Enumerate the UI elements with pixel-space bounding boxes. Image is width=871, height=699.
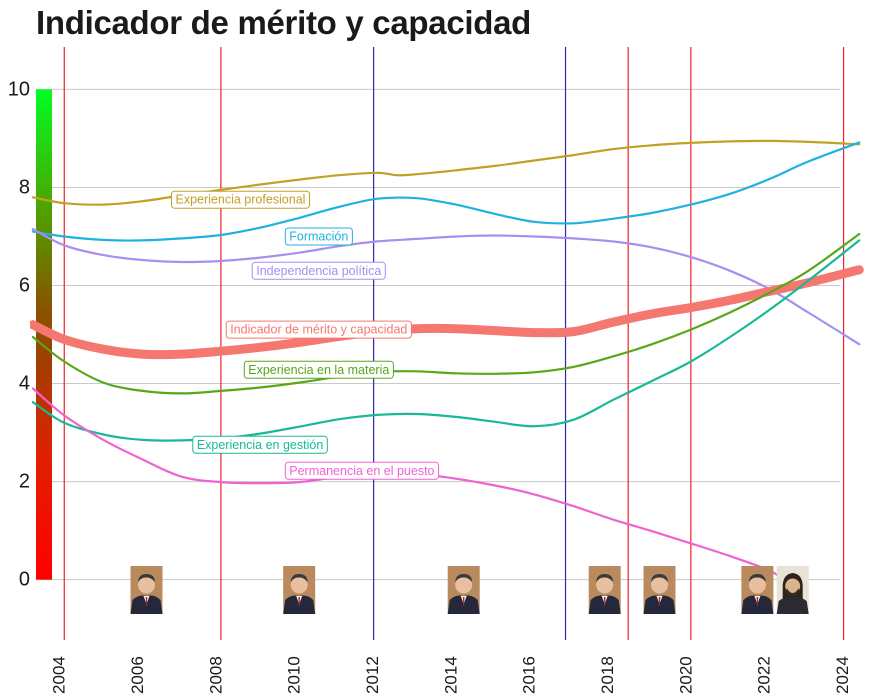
x-tick-label: 2018 (598, 656, 617, 694)
x-tick-label: 2012 (363, 656, 382, 694)
portrait-suit-icon (643, 566, 676, 614)
x-tick-label: 2016 (520, 656, 539, 694)
series-line-independencia-politica (31, 228, 861, 346)
x-tick-label: 2020 (676, 656, 695, 694)
series-label-text: Indicador de mérito y capacidad (230, 323, 407, 337)
series-line-formacion (31, 141, 861, 242)
y-tick-label: 10 (8, 78, 30, 100)
series-label-permanencia-en-el-puesto: Permanencia en el puesto (284, 461, 440, 480)
portrait-suit-icon (588, 566, 621, 614)
y-tick-label: 2 (19, 471, 30, 493)
series-label-text: Experiencia en gestión (197, 438, 324, 452)
y-tick-label: 6 (19, 275, 30, 297)
series-label-independencia-politica: Independencia política (251, 261, 386, 280)
series-label-experiencia-en-gestion: Experiencia en gestión (192, 435, 328, 454)
series-label-experiencia-profesional: Experiencia profesional (171, 190, 310, 209)
x-axis-ticks: 2004 2006 2008 2010 2012 2014 2016 2018 2020 2022… (50, 656, 852, 694)
series-label-experiencia-en-la-materia: Experiencia en la materia (243, 360, 394, 379)
x-tick-label: 2008 (206, 656, 225, 694)
series-line-experiencia-en-gestion (31, 239, 861, 442)
chart-title: Indicador de mérito y capacidad (36, 4, 532, 41)
x-tick-label: 2014 (441, 656, 460, 694)
x-tick-label: 2010 (285, 656, 304, 694)
y-tick-label: 0 (19, 569, 30, 591)
y-tick-label: 8 (19, 176, 30, 198)
series-label-text: Formación (289, 229, 348, 243)
government-change-lines (63, 47, 845, 640)
series-labels: Experiencia profesional Formación Independ… (171, 190, 440, 480)
series-label-text: Experiencia en la materia (248, 363, 389, 377)
x-tick-label: 2004 (50, 656, 69, 694)
portraits (130, 566, 809, 614)
y-tick-label: 4 (19, 373, 30, 395)
series-line-indicador-de-merito-y-capacidad (30, 265, 864, 360)
series-line-permanencia-en-el-puesto (31, 387, 782, 580)
x-tick-label: 2022 (755, 656, 774, 694)
series-lines (30, 139, 864, 580)
series-label-formacion: Formación (284, 227, 353, 246)
portrait-suit-icon (741, 566, 774, 614)
x-tick-label: 2024 (833, 656, 852, 694)
series-line-experiencia-profesional (31, 139, 861, 206)
portrait-suit-icon (447, 566, 480, 614)
x-tick-label: 2006 (128, 656, 147, 694)
series-label-indicador-de-merito-y-capacidad: Indicador de mérito y capacidad (225, 320, 412, 339)
y-axis-ticks: 0 2 4 6 8 10 (8, 78, 30, 590)
portrait-suit-icon (130, 566, 163, 614)
portrait-longhair-icon (776, 566, 809, 614)
gridlines (36, 88, 840, 581)
series-line-experiencia-en-la-materia (31, 232, 861, 395)
series-label-text: Independencia política (256, 264, 381, 278)
portrait-suit-icon (283, 566, 316, 614)
series-label-text: Permanencia en el puesto (289, 464, 434, 478)
series-label-text: Experiencia profesional (176, 193, 306, 207)
